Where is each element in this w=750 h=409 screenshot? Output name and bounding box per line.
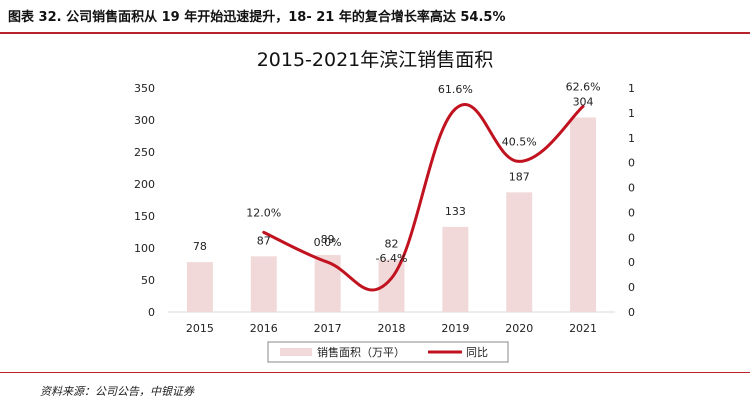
right-axis-tick-label: 0 [628,206,635,219]
right-axis: 0 0 0 0 0 0 0 1 1 1 [628,82,635,319]
x-axis-tick-label: 2021 [569,322,597,335]
legend-bar-label: 销售面积（万平） [317,345,405,359]
bar-value-label: 89 [321,233,335,246]
x-axis-tick-label: 2015 [186,322,214,335]
chart-title: 2015-2021年滨江销售面积 [257,49,494,71]
yoy-value-label: 40.5% [502,135,537,148]
bar [442,226,469,312]
bar-value-label: 82 [385,238,399,251]
left-axis-tick-label: 300 [134,114,155,127]
yoy-line-series [262,103,585,292]
right-axis-tick-label: 0 [628,182,635,195]
bar [570,117,597,312]
chart-legend: 销售面积（万平） 同比 [267,341,509,363]
x-axis-tick-label: 2016 [250,322,278,335]
x-axis-tick-label: 2017 [314,322,342,335]
left-axis-tick-label: 100 [134,242,155,255]
figure-source: 资料来源：公司公告，中银证券 [0,372,750,409]
bar [250,256,277,312]
legend-frame [267,341,509,363]
left-axis-tick-label: 250 [134,146,155,159]
bar [506,192,533,312]
left-axis-tick-label: 150 [134,210,155,223]
left-axis-tick-label: 0 [148,306,155,319]
yoy-value-label: 61.6% [438,83,473,96]
right-axis-tick-label: 0 [628,306,635,319]
bar-value-label: 187 [509,170,530,183]
data-labels: 78 87 89 82 133 187 304 12.0% 0.0% -6.4% 61.6% 40.5… [193,80,601,265]
yoy-value-label: 62.6% [566,80,601,93]
legend-bar-swatch [280,348,312,356]
x-axis-tick-label: 2020 [505,322,533,335]
bar-value-label: 87 [257,234,271,247]
bar-value-label: 133 [445,205,466,218]
bar [314,255,341,312]
bar [186,262,213,312]
right-axis-tick-label: 0 [628,231,635,244]
right-axis-tick-label: 0 [628,256,635,269]
left-axis-tick-label: 200 [134,178,155,191]
bar-value-label: 78 [193,240,207,253]
yoy-line-path [262,103,585,292]
bar-series [186,117,597,312]
figure-caption: 图表 32. 公司销售面积从 19 年开始迅速提升，18- 21 年的复合增长率… [0,0,750,34]
right-axis-tick-label: 1 [628,82,635,95]
legend-line-label: 同比 [466,346,488,359]
yoy-value-label: 0.0% [314,236,342,249]
right-axis-tick-label: 1 [628,132,635,145]
left-axis: 0 50 100 150 200 250 300 350 [134,82,155,319]
yoy-value-label: 12.0% [246,206,281,219]
yoy-value-label: -6.4% [376,252,408,265]
right-axis-tick-label: 1 [628,107,635,120]
figure-source-text: 资料来源：公司公告，中银证券 [40,385,194,398]
bar-value-label: 304 [573,95,594,108]
x-axis-tick-label: 2019 [441,322,469,335]
left-axis-tick-label: 50 [141,274,155,287]
x-axis-tick-label: 2018 [378,322,406,335]
left-axis-tick-label: 350 [134,82,155,95]
figure-caption-text: 图表 32. 公司销售面积从 19 年开始迅速提升，18- 21 年的复合增长率… [8,10,506,25]
x-axis: 2015 2016 2017 2018 2019 2020 2021 [168,311,615,335]
right-axis-tick-label: 0 [628,157,635,170]
right-axis-tick-label: 0 [628,281,635,294]
